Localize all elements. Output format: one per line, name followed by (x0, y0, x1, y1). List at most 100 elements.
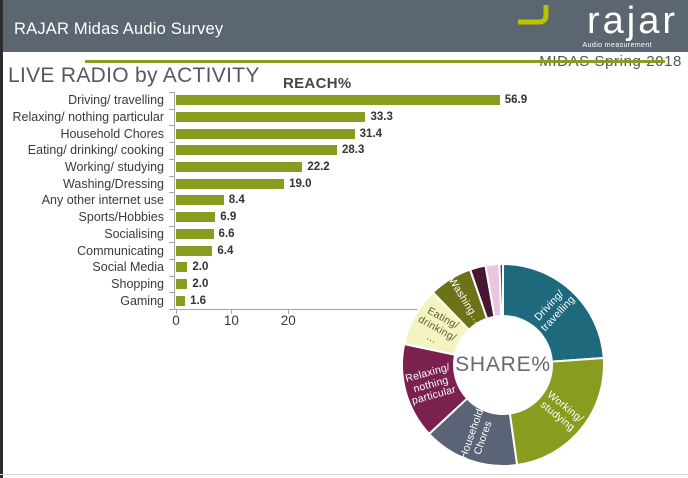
bar-row: Sports/Hobbies 6.9 (8, 209, 568, 226)
logo-corner-mark-icon (518, 5, 549, 25)
bar-row: Communicating 6.4 (8, 242, 568, 259)
bar (176, 95, 500, 106)
bar-category-label: Sports/Hobbies (78, 210, 164, 225)
header-bar: RAJAR Midas Audio Survey rajar Audio mea… (0, 0, 688, 52)
share-donut-chart: Driving/ travelling Working/ studying Hous… (395, 258, 611, 474)
bar-category-label: Relaxing/ nothing particular (12, 110, 164, 125)
bar-track: 28.3 (174, 142, 364, 159)
bar-category-label: Eating/ drinking/ cooking (27, 143, 164, 158)
bar-value-label: 8.4 (228, 194, 245, 207)
bar-row: Washing/Dressing 19.0 (8, 175, 568, 192)
bar-track: 2.0 (174, 276, 208, 293)
bar-track: 1.6 (174, 292, 206, 309)
x-axis-tick (176, 310, 177, 314)
bar (176, 245, 213, 256)
bar-row: Social Media 2.0 (8, 259, 568, 276)
left-border (0, 0, 3, 478)
bar-category-label: Shopping (111, 276, 164, 291)
bar-track: 56.9 (174, 92, 527, 109)
reach-bar-chart: Driving/ travelling 56.9 Relaxing/ nothing… (8, 92, 568, 337)
bar-value-label: 2.0 (192, 277, 209, 290)
bar (176, 178, 285, 189)
category-tick (169, 259, 174, 260)
bar-rows: Driving/ travelling 56.9 Relaxing/ nothing… (8, 92, 568, 309)
bar-row: Any other internet use 8.4 (8, 192, 568, 209)
bar-track: 31.4 (174, 125, 382, 142)
page-title: LIVE RADIO by ACTIVITY (8, 64, 260, 87)
category-axis-line (174, 92, 175, 309)
bar (176, 162, 303, 173)
rajar-logo: rajar Audio measurement (492, 0, 682, 52)
bar (176, 112, 366, 123)
category-tick (169, 158, 174, 160)
category-tick (169, 142, 174, 144)
bar (176, 228, 214, 239)
bar-value-label: 1.6 (190, 294, 207, 307)
donut-segment (498, 262, 504, 318)
bar-value-label: 19.0 (289, 177, 312, 190)
x-axis-tick (231, 310, 233, 314)
bar-value-label: 2.0 (192, 261, 209, 274)
donut-segment (502, 263, 605, 363)
category-tick (169, 175, 174, 177)
bar-track: 19.0 (174, 175, 312, 192)
header-title: RAJAR Midas Audio Survey (14, 20, 224, 38)
bar-value-label: 22.2 (307, 161, 330, 174)
category-tick (169, 125, 174, 127)
bar-category-label: Household Chores (60, 126, 164, 141)
category-tick (169, 292, 174, 294)
bar (176, 212, 216, 223)
logo-tagline: Audio measurement (582, 42, 652, 49)
x-axis-tick-label: 0 (172, 313, 180, 328)
bar-value-label: 56.9 (504, 94, 528, 107)
bar (176, 145, 338, 156)
bar-category-label: Washing/Dressing (63, 176, 164, 191)
donut-svg (401, 262, 605, 467)
bar-row: Driving/ travelling 56.9 (8, 92, 568, 109)
bar-track: 6.9 (174, 209, 236, 226)
bar-category-label: Communicating (77, 243, 164, 258)
logo-wordmark: rajar (586, 0, 678, 42)
bar-row: Relaxing/ nothing particular 33.3 (8, 109, 568, 126)
bar (176, 278, 188, 289)
category-tick (169, 192, 174, 194)
category-tick (169, 208, 174, 210)
bar-category-label: Working/ studying (64, 160, 164, 175)
bar (176, 195, 224, 206)
bar-value-label: 28.3 (342, 144, 365, 157)
bar-row: Socialising 6.6 (8, 226, 568, 243)
bar-value-label: 6.9 (220, 211, 237, 224)
bar-track: 33.3 (174, 109, 393, 126)
category-tick (169, 242, 174, 244)
bar-row: Eating/ drinking/ cooking 28.3 (8, 142, 568, 159)
category-tick (169, 92, 174, 93)
bar-category-label: Socialising (104, 226, 164, 241)
share-chart-title: SHARE% (455, 353, 551, 376)
bar-value-label: 6.6 (218, 227, 235, 240)
x-axis-tick (288, 310, 290, 314)
bottom-border (0, 474, 688, 475)
bar-row: Household Chores 31.4 (8, 125, 568, 142)
bar-track: 6.4 (174, 242, 233, 259)
bar-category-label: Gaming (120, 293, 164, 308)
bar-category-label: Driving/ travelling (68, 93, 164, 108)
bar-value-label: 6.4 (217, 244, 234, 257)
bar-category-label: Any other internet use (41, 193, 164, 208)
category-tick (169, 225, 174, 227)
bar-category-label: Social Media (92, 260, 164, 275)
bar-row: Shopping 2.0 (8, 276, 568, 293)
bar-track: 8.4 (174, 192, 245, 209)
x-axis-tick-label: 10 (223, 313, 239, 328)
value-axis-line (174, 309, 482, 310)
bar-track: 2.0 (174, 259, 208, 276)
bar-value-label: 31.4 (359, 127, 383, 140)
bar-row: Gaming 1.6 (8, 292, 568, 309)
bar (176, 295, 186, 306)
category-tick (169, 108, 174, 110)
bar-row: Working/ studying 22.2 (8, 159, 568, 176)
bar (176, 128, 355, 139)
donut-segment (508, 356, 605, 467)
x-axis-tick-label: 20 (280, 313, 296, 328)
category-tick (169, 275, 174, 277)
